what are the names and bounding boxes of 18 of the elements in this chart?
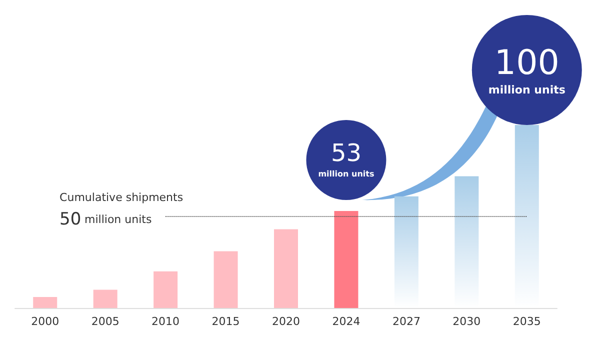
bar [274, 229, 298, 308]
ref-line-label: Cumulative shipments 50 million units [60, 191, 184, 230]
x-tick-label: 2020 [272, 315, 300, 328]
x-tick-label: 2024 [332, 315, 360, 328]
x-tick-label: 2015 [212, 315, 240, 328]
bar [33, 297, 58, 308]
x-tick-label: 2010 [152, 315, 180, 328]
bar [93, 290, 118, 308]
x-tick-label: 2027 [392, 315, 420, 328]
bar [334, 211, 358, 308]
bar [154, 271, 178, 308]
data-label: 100 million units [488, 43, 566, 96]
bar [214, 251, 238, 308]
x-tick-label: 2030 [452, 315, 481, 328]
x-tick-label: 2005 [91, 315, 120, 328]
data-label: 53 million units [318, 139, 374, 179]
x-tick-label: 2000 [31, 315, 60, 328]
x-tick-label: 2035 [512, 315, 541, 328]
